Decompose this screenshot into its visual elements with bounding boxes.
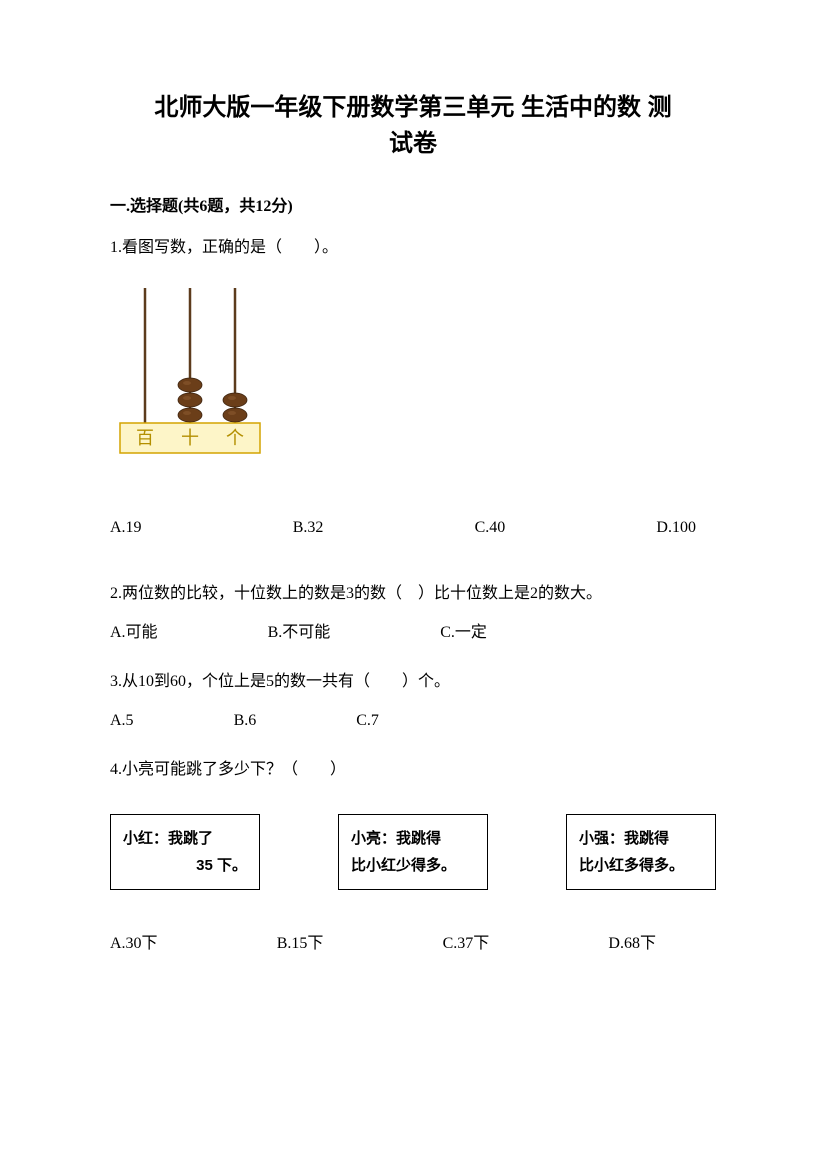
section-1-header: 一.选择题(共6题，共12分) <box>110 192 716 216</box>
sb1-line2: 35 下。 <box>123 852 247 879</box>
sb2-line1: 小亮：我跳得 <box>351 825 475 852</box>
sb2-line2: 比小红少得多。 <box>351 852 475 879</box>
q2-options: A.可能 B.不可能 C.一定 <box>110 619 716 648</box>
abacus-svg: 百十个 <box>110 283 270 463</box>
q3-opt-c: C.7 <box>356 707 379 736</box>
sb3-line1: 小强：我跳得 <box>579 825 703 852</box>
question-1: 1.看图写数，正确的是（ ）。 百 十 个 A.19 B.32 C.40 D.100 <box>110 234 716 542</box>
q4-options: A.30下 B.15下 C.37下 D.68下 <box>110 930 716 959</box>
q4-opt-d: D.68下 <box>608 930 656 959</box>
speech-box-3: 小强：我跳得 比小红多得多。 <box>566 814 716 890</box>
question-2-text: 2.两位数的比较，十位数上的数是3的数（ ）比十位数上是2的数大。 <box>110 580 716 609</box>
question-1-text: 1.看图写数，正确的是（ ）。 <box>110 234 716 263</box>
title-line-1: 北师大版一年级下册数学第三单元 生活中的数 测 <box>110 90 716 126</box>
q4-speech-boxes: 小红：我跳了 35 下。 小亮：我跳得 比小红少得多。 小强：我跳得 比小红多得… <box>110 814 716 890</box>
svg-text:个: 个 <box>226 428 244 448</box>
question-4-text: 4.小亮可能跳了多少下？（ ） <box>110 756 716 785</box>
sb3-line2: 比小红多得多。 <box>579 852 703 879</box>
svg-text:百: 百 <box>136 428 154 448</box>
q4-opt-c: C.37下 <box>443 930 490 959</box>
q3-opt-a: A.5 <box>110 707 134 736</box>
question-3-text: 3.从10到60，个位上是5的数一共有（ ）个。 <box>110 668 716 697</box>
q4-opt-b: B.15下 <box>277 930 324 959</box>
svg-text:十: 十 <box>181 428 199 448</box>
question-4: 4.小亮可能跳了多少下？（ ） 小红：我跳了 35 下。 小亮：我跳得 比小红少… <box>110 756 716 960</box>
page-title: 北师大版一年级下册数学第三单元 生活中的数 测 试卷 <box>110 90 716 162</box>
q1-opt-d: D.100 <box>656 514 696 543</box>
q4-opt-a: A.30下 <box>110 930 158 959</box>
q3-options: A.5 B.6 C.7 <box>110 707 716 736</box>
sb1-line1: 小红：我跳了 <box>123 825 247 852</box>
q2-opt-b: B.不可能 <box>268 619 331 648</box>
q1-opt-c: C.40 <box>475 514 506 543</box>
abacus-diagram: 百十个 <box>110 283 716 474</box>
q1-options: A.19 B.32 C.40 D.100 <box>110 514 716 543</box>
q3-opt-b: B.6 <box>234 707 257 736</box>
speech-box-1: 小红：我跳了 35 下。 <box>110 814 260 890</box>
question-2: 2.两位数的比较，十位数上的数是3的数（ ）比十位数上是2的数大。 A.可能 B… <box>110 580 716 648</box>
question-3: 3.从10到60，个位上是5的数一共有（ ）个。 A.5 B.6 C.7 <box>110 668 716 736</box>
q2-opt-c: C.一定 <box>440 619 487 648</box>
q2-opt-a: A.可能 <box>110 619 158 648</box>
title-line-2: 试卷 <box>110 126 716 162</box>
q1-opt-b: B.32 <box>293 514 324 543</box>
speech-box-2: 小亮：我跳得 比小红少得多。 <box>338 814 488 890</box>
q1-opt-a: A.19 <box>110 514 142 543</box>
